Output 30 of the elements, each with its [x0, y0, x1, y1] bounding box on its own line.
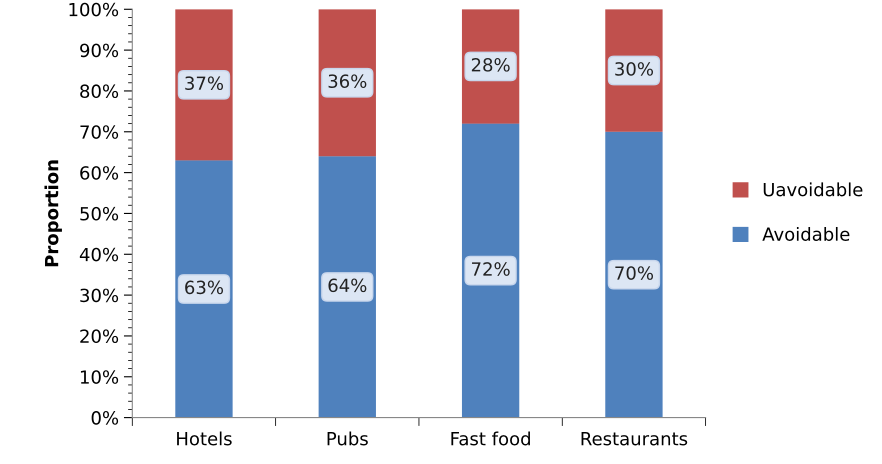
- x-tick-label: Pubs: [328, 431, 368, 446]
- bar: [175, 160, 233, 418]
- bar: [462, 124, 520, 418]
- y-tick-label: 30%: [80, 288, 118, 302]
- x-tick-label: Hotels: [177, 431, 232, 446]
- data-label: 37%: [185, 76, 224, 90]
- legend-label: Avoidable: [762, 226, 850, 241]
- y-tick-label: 60%: [80, 166, 118, 180]
- y-tick-label: 20%: [80, 329, 118, 344]
- y-tick-label: 80%: [80, 84, 118, 98]
- x-tick-label: Fast food: [451, 431, 530, 446]
- y-tick-label: 70%: [80, 125, 118, 139]
- y-tick-label: 0%: [92, 411, 118, 425]
- data-label: 70%: [615, 266, 654, 280]
- y-tick-label: 40%: [80, 248, 118, 262]
- bar: [605, 132, 663, 418]
- data-label: 36%: [328, 74, 366, 88]
- data-label: 30%: [615, 62, 654, 76]
- y-tick-label: 50%: [80, 206, 118, 221]
- y-tick-label: 10%: [80, 370, 118, 384]
- data-label: 63%: [185, 280, 224, 294]
- data-label: 64%: [328, 278, 366, 292]
- y-tick-label: 90%: [80, 44, 118, 58]
- y-axis-title: Proportion: [44, 160, 62, 266]
- x-tick-label: Restaurants: [582, 432, 688, 446]
- data-label: 28%: [472, 58, 510, 72]
- data-label: 72%: [472, 262, 510, 276]
- bar: [318, 156, 376, 418]
- legend-label: Uavoidable: [764, 182, 862, 196]
- y-tick-label: 100%: [69, 2, 118, 16]
